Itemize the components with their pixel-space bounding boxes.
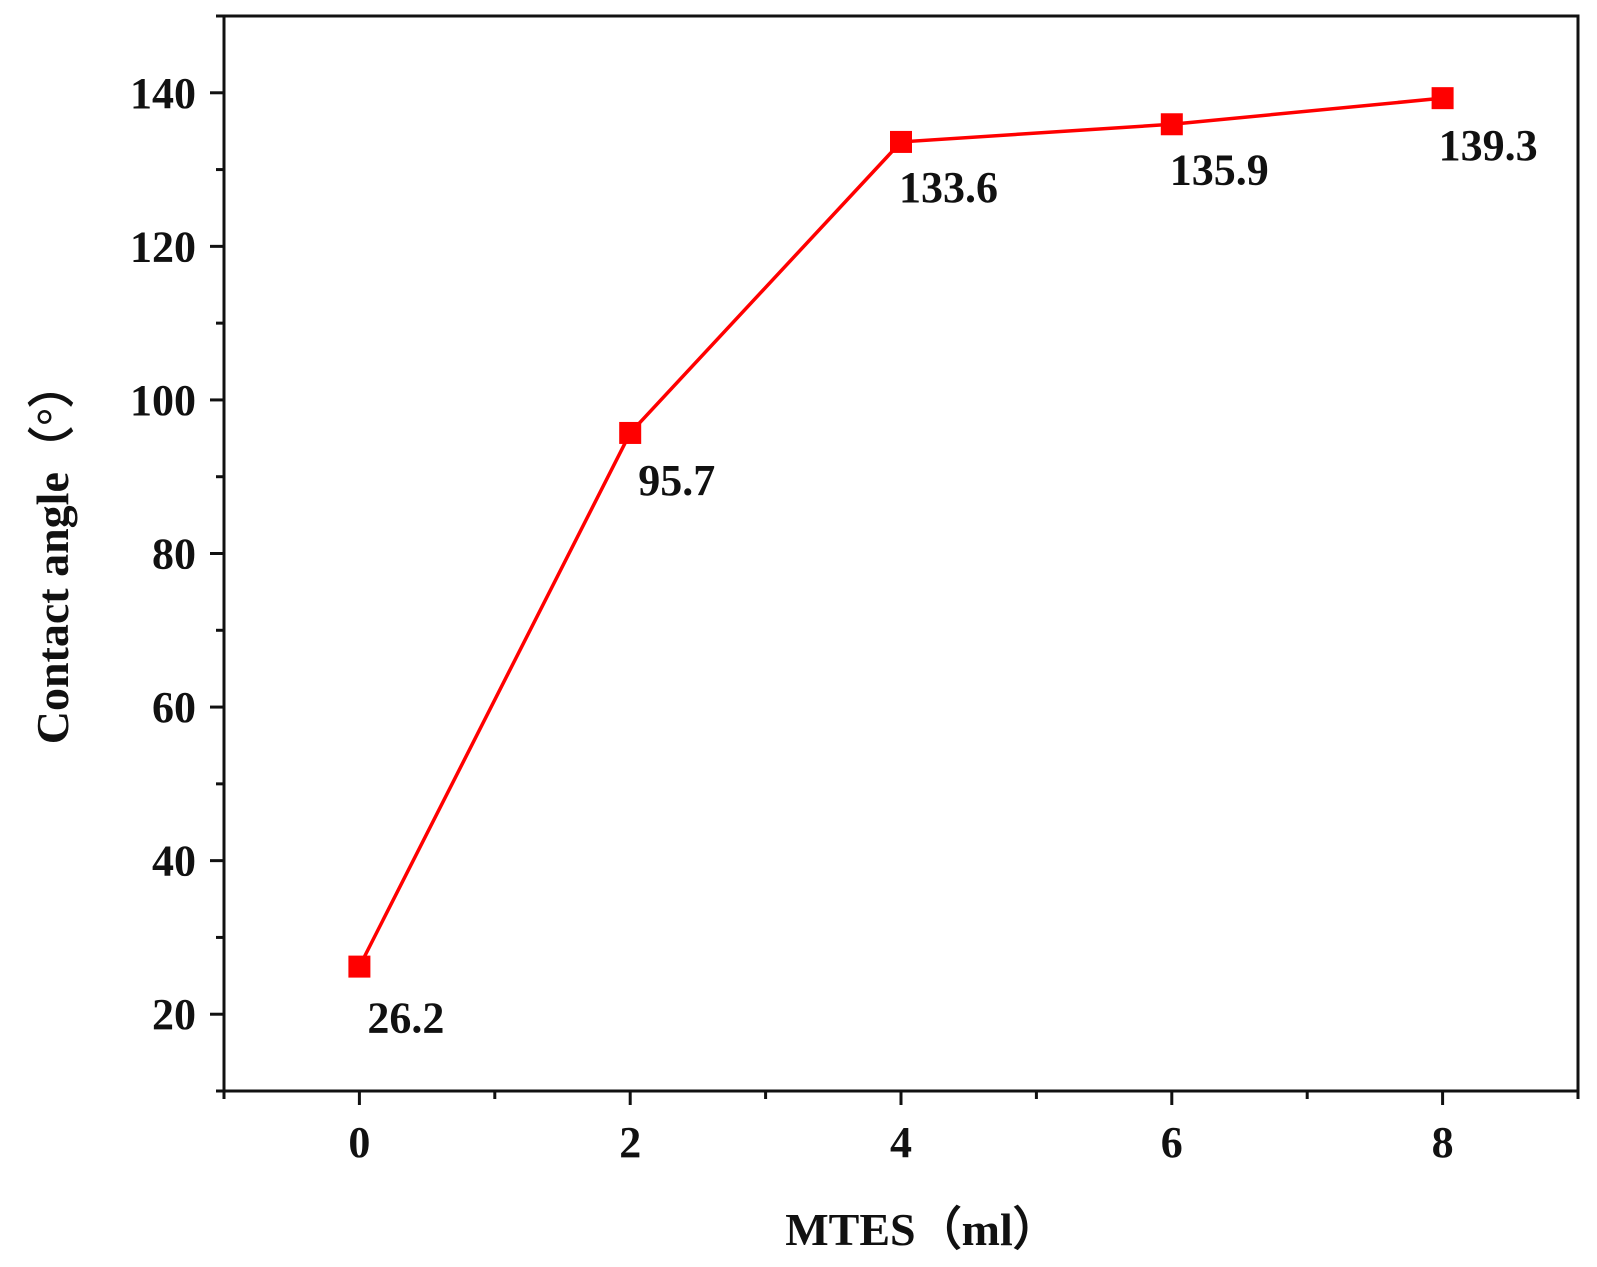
x-tick-label: 6 — [1161, 1118, 1183, 1167]
series-lines — [357, 96, 1443, 968]
y-tick-label: 120 — [130, 222, 196, 271]
x-tick-label: 2 — [619, 1118, 641, 1167]
x-tick-labels: 0 2 4 6 8 — [348, 1118, 1453, 1167]
data-point-marker — [1431, 87, 1454, 110]
data-point-marker — [890, 130, 912, 153]
data-label: 135.9 — [1170, 145, 1269, 194]
data-labels: 26.2 95.7 133.6 135.9 139.3 — [367, 121, 1537, 1042]
x-major-ticks — [357, 1091, 1445, 1105]
y-tick-label: 100 — [130, 376, 196, 425]
series-line — [357, 96, 1443, 968]
y-tick-labels: 20 40 60 80 100 120 140 — [130, 69, 196, 1039]
series-markers — [348, 87, 1454, 978]
data-label: 95.7 — [638, 456, 715, 505]
x-tick-label: 4 — [890, 1118, 912, 1167]
x-tick-label: 0 — [348, 1118, 370, 1167]
y-minor-ticks — [216, 14, 224, 1093]
y-tick-label: 20 — [152, 990, 196, 1039]
data-label: 139.3 — [1439, 121, 1538, 170]
data-point-marker — [348, 955, 371, 978]
x-tick-label: 8 — [1432, 1118, 1454, 1167]
x-minor-ticks — [222, 1091, 1580, 1099]
y-tick-label: 80 — [152, 530, 196, 579]
data-point-marker — [1160, 113, 1183, 136]
y-tick-label: 60 — [152, 683, 196, 732]
y-major-ticks — [210, 91, 224, 1016]
data-label: 26.2 — [367, 994, 444, 1043]
data-label: 133.6 — [899, 163, 998, 212]
data-point-marker — [619, 421, 642, 444]
y-tick-label: 40 — [152, 837, 196, 886]
x-axis-title: MTES（ml） — [785, 1204, 1058, 1255]
y-axis-title: Contact angle（°） — [27, 362, 78, 745]
y-tick-label: 140 — [130, 69, 196, 118]
